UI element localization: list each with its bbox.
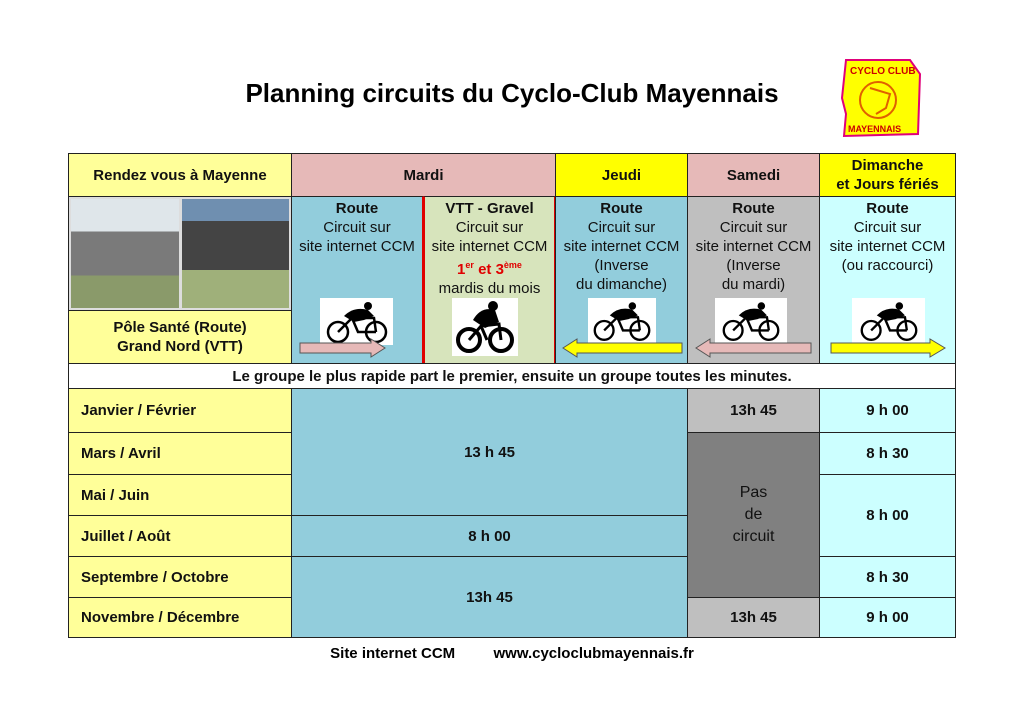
svg-text:MAYENNAIS: MAYENNAIS [848,124,901,134]
building-photo-2 [181,199,289,308]
samedi-no-circuit: Pas de circuit [687,432,820,598]
month-row-label: Septembre / Octobre [68,556,292,598]
time-mardi-jeudi-jan-jun: 13 h 45 [291,388,688,516]
mountain-bike-icon [452,298,518,356]
month-row-label: Novembre / Décembre [68,597,292,638]
location-label: Pôle Santé (Route) Grand Nord (VTT) [68,310,292,364]
arrow-left-icon [562,338,683,358]
footer: Site internet CCM www.cycloclubmayennais… [0,645,1024,662]
header-jeudi: Jeudi [555,153,688,197]
time-dimanche: 9 h 00 [819,388,956,433]
desc: (Inverse [726,257,781,274]
time-mardi-jeudi-sep-dec: 13h 45 [291,556,688,638]
road-bike-icon [320,298,393,345]
desc: Circuit sur [719,219,788,236]
header-dimanche: Dimanche et Jours fériés [819,153,956,197]
notice-row: Le groupe le plus rapide part le premier… [68,363,956,389]
desc: site internet CCM [563,238,680,255]
desc: du dimanche) [576,276,667,293]
svg-text:CYCLO CLUB: CYCLO CLUB [850,66,916,77]
type: Route [600,200,643,217]
desc: Circuit sur [455,219,524,236]
header-mardi: Mardi [291,153,556,197]
club-logo: CYCLO CLUB MAYENNAIS [840,58,924,138]
type: Route [732,200,775,217]
text: Pas [739,484,768,501]
page-title: Planning circuits du Cyclo-Club Mayennai… [245,78,779,108]
text: de [744,506,763,523]
desc: site internet CCM [431,238,548,255]
n: 1 [457,261,466,278]
time-dimanche: 8 h 30 [819,556,956,598]
time-dimanche: 8 h 30 [819,432,956,475]
weeks: 1er et 3ème [457,256,522,279]
sup: er [465,260,474,270]
desc: Circuit sur [587,219,656,236]
road-bike-icon [715,298,787,343]
text: circuit [732,528,775,545]
time-samedi-jan-feb: 13h 45 [687,388,820,433]
time-dimanche: 8 h 00 [819,474,956,557]
road-bike-icon [588,298,656,343]
road-bike-icon [852,298,925,343]
location-line1: Pôle Santé (Route) [113,319,247,336]
month-row-label: Mai / Juin [68,474,292,516]
month-row-label: Mars / Avril [68,432,292,475]
month-row-label: Juillet / Août [68,515,292,557]
pole-sante-photo [68,196,292,311]
building-photo-1 [71,199,179,308]
header-samedi: Samedi [687,153,820,197]
dimanche-line1: Dimanche [851,157,924,174]
desc: (ou raccourci) [841,257,934,274]
desc: site internet CCM [299,238,415,255]
desc: site internet CCM [695,238,812,255]
dimanche-line2: et Jours fériés [836,176,939,193]
type: Route [866,200,909,217]
arrow-left-icon [695,338,812,358]
desc: site internet CCM [829,238,946,255]
footer-url-link[interactable]: www.cycloclubmayennais.fr [493,645,694,662]
desc: (Inverse [594,257,649,274]
arrow-right-icon [299,338,386,358]
location-line2: Grand Nord (VTT) [117,338,243,355]
footer-label: Site internet CCM [330,645,456,662]
header-rdv: Rendez vous à Mayenne [68,153,292,197]
type: VTT - Gravel [445,200,534,217]
arrow-right-icon [830,338,946,358]
time-dimanche: 9 h 00 [819,597,956,638]
type: Route [335,200,379,217]
time-mardi-jeudi-jul-aug: 8 h 00 [291,515,688,557]
desc: Circuit sur [853,219,922,236]
desc: mardis du mois [438,280,541,297]
sup: ème [503,260,522,270]
n: et 3 [473,261,504,278]
desc: du mardi) [721,276,786,293]
month-row-label: Janvier / Février [68,388,292,433]
desc: Circuit sur [323,219,391,236]
time-samedi-nov-dec: 13h 45 [687,597,820,638]
